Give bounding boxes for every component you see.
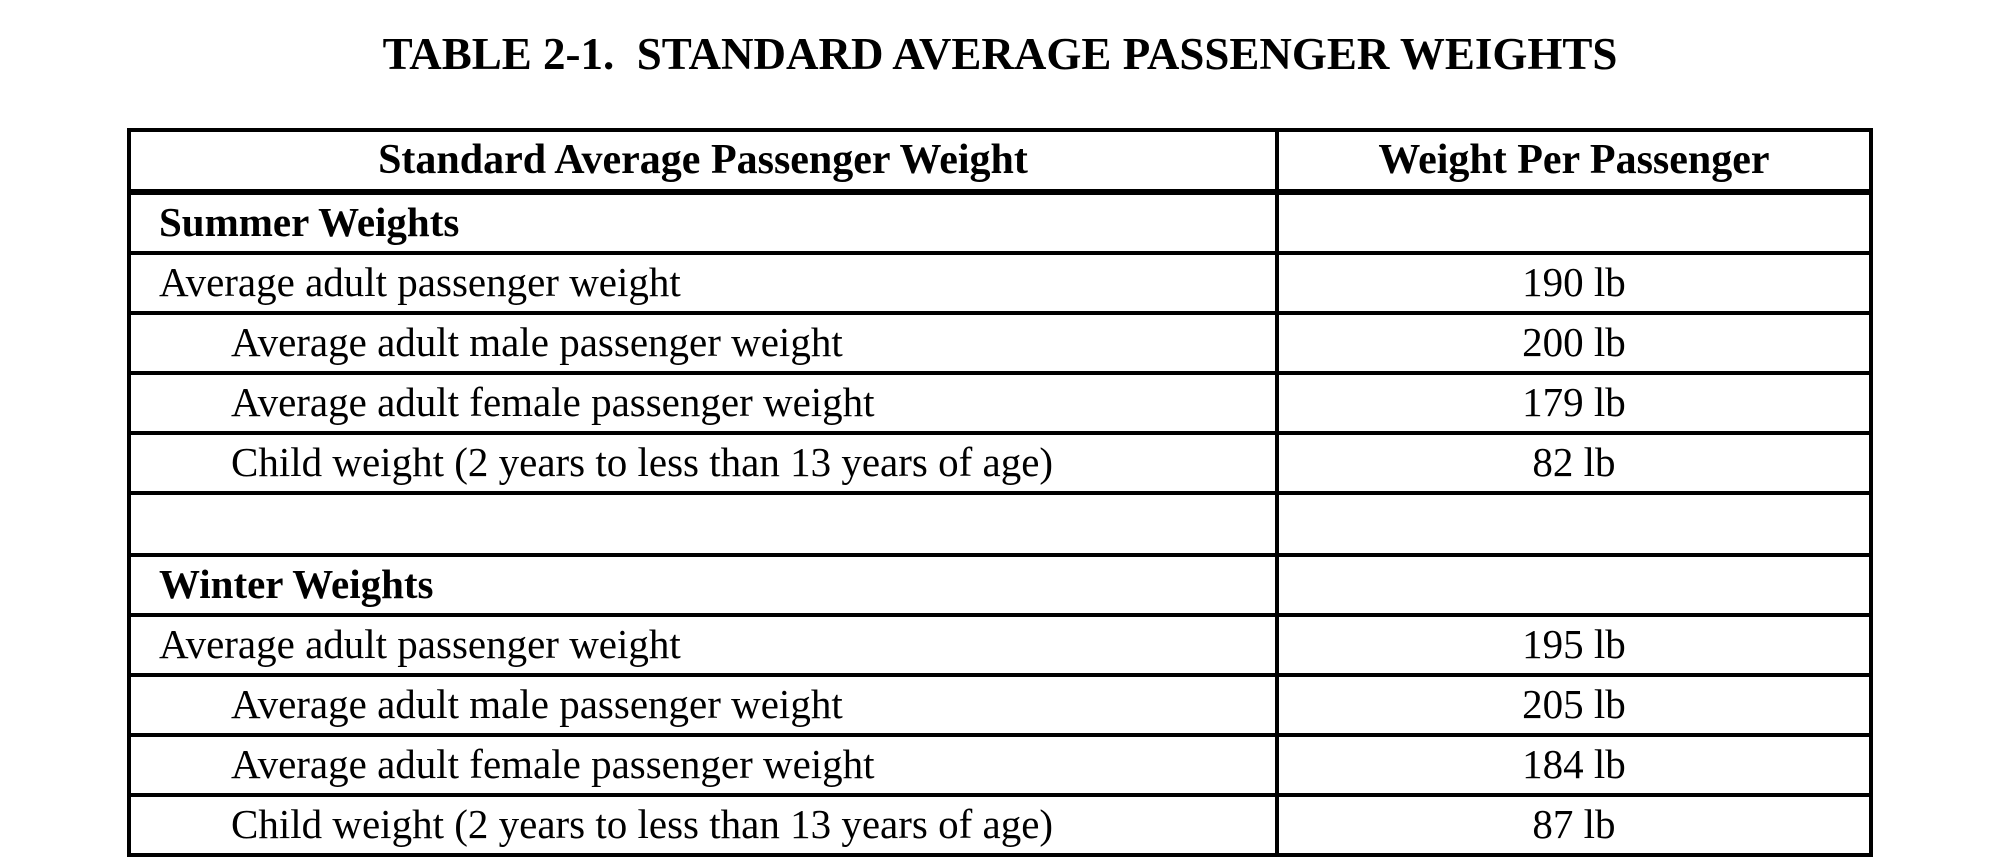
column-header-description: Standard Average Passenger Weight [127, 128, 1279, 195]
table-header-row: Standard Average Passenger Weight Weight… [127, 128, 1874, 195]
table-row-spacer [127, 491, 1874, 557]
row-label: Average adult passenger weight [127, 251, 1279, 315]
row-label [127, 491, 1279, 557]
table-row-summer-section: Summer Weights [127, 190, 1874, 255]
table-row-winter-adult-male: Average adult male passenger weight 205 … [127, 673, 1874, 737]
row-value: 179 lb [1274, 371, 1874, 435]
table-row-summer-child: Child weight (2 years to less than 13 ye… [127, 431, 1874, 495]
table-row-summer-adult-male: Average adult male passenger weight 200 … [127, 311, 1874, 375]
table-row-winter-average-adult: Average adult passenger weight 195 lb [127, 613, 1874, 677]
row-label: Average adult female passenger weight [127, 371, 1279, 435]
row-label: Summer Weights [127, 190, 1279, 255]
row-label: Average adult male passenger weight [127, 311, 1279, 375]
row-value: 82 lb [1274, 431, 1874, 495]
row-value [1274, 553, 1874, 617]
table-row-winter-adult-female: Average adult female passenger weight 18… [127, 733, 1874, 797]
table-row-winter-section: Winter Weights [127, 553, 1874, 617]
table-caption: TABLE 2-1. STANDARD AVERAGE PASSENGER WE… [382, 29, 1618, 79]
row-label: Average adult passenger weight [127, 613, 1279, 677]
row-value: 205 lb [1274, 673, 1874, 737]
column-header-weight-per-passenger: Weight Per Passenger [1274, 128, 1874, 195]
row-value [1274, 491, 1874, 557]
table-row-winter-child: Child weight (2 years to less than 13 ye… [127, 793, 1874, 857]
row-value: 184 lb [1274, 733, 1874, 797]
row-value: 87 lb [1274, 793, 1874, 857]
row-value [1274, 190, 1874, 255]
table-row-summer-average-adult: Average adult passenger weight 190 lb [127, 251, 1874, 315]
row-label: Winter Weights [127, 553, 1279, 617]
row-value: 190 lb [1274, 251, 1874, 315]
row-label: Average adult female passenger weight [127, 733, 1279, 797]
table-row-summer-adult-female: Average adult female passenger weight 17… [127, 371, 1874, 435]
passenger-weights-table: Standard Average Passenger Weight Weight… [127, 128, 1874, 857]
row-label: Child weight (2 years to less than 13 ye… [127, 793, 1279, 857]
row-value: 195 lb [1274, 613, 1874, 677]
row-label: Average adult male passenger weight [127, 673, 1279, 737]
row-value: 200 lb [1274, 311, 1874, 375]
row-label: Child weight (2 years to less than 13 ye… [127, 431, 1279, 495]
